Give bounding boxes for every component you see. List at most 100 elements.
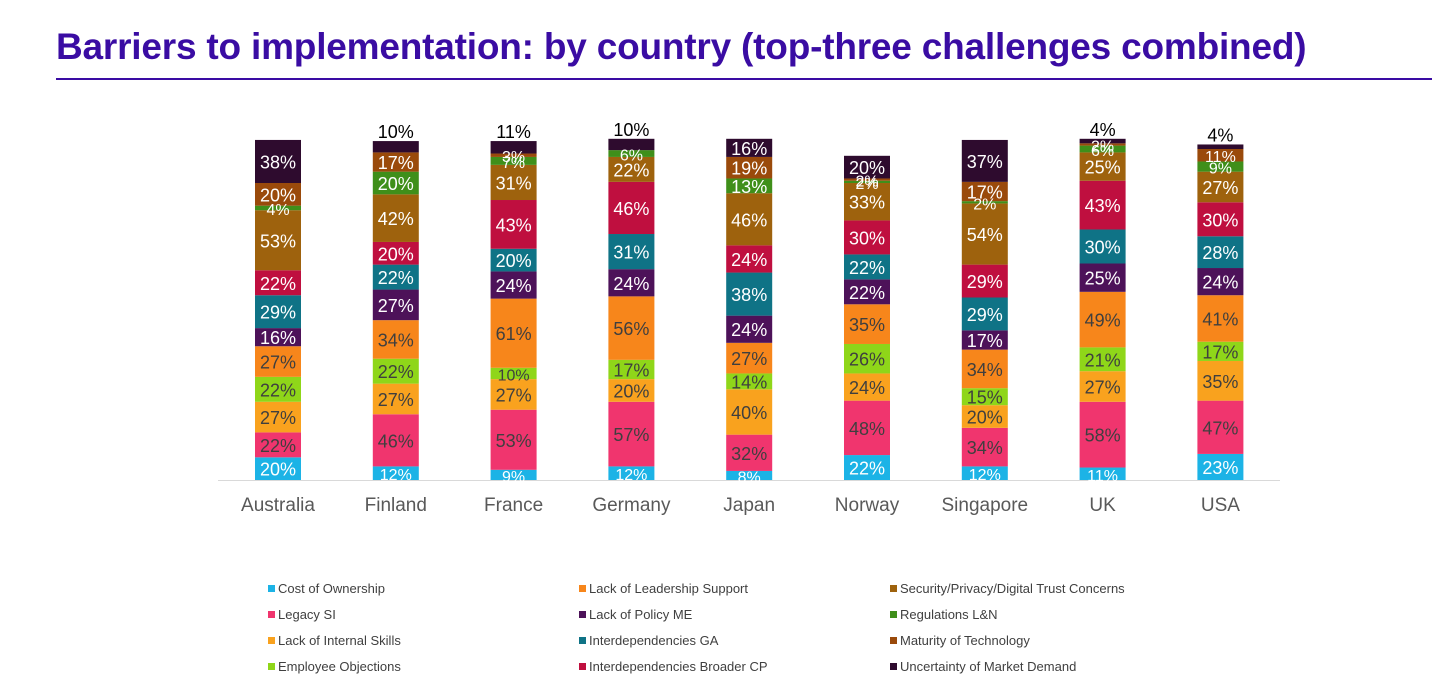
data-label-australia-uncertainty-of-market-demand: 38% (260, 152, 296, 172)
data-label-germany-uncertainty-of-market-demand: 10% (613, 120, 649, 140)
legend-label: Uncertainty of Market Demand (900, 659, 1077, 674)
data-label-japan-security-privacy-digital-trust-concerns: 46% (731, 210, 767, 230)
legend-label: Legacy SI (278, 607, 336, 622)
data-label-singapore-interdependencies-broader-cp: 29% (967, 272, 1003, 292)
data-label-japan-cost-of-ownership: 8% (738, 469, 761, 486)
bar-segment-finland-cost-of-ownership (372, 466, 419, 480)
bar-segment-singapore-regulations-l-n (961, 201, 1008, 204)
data-label-finland-uncertainty-of-market-demand: 10% (378, 122, 414, 142)
data-label-australia-lack-of-internal-skills: 27% (260, 408, 296, 428)
data-label-france-lack-of-internal-skills: 27% (496, 385, 532, 405)
data-label-uk-legacy-si: 58% (1085, 426, 1121, 446)
legend-item-interdependencies-ga: Interdependencies GA (579, 632, 890, 649)
data-label-usa-lack-of-policy-me: 24% (1202, 273, 1238, 293)
legend-swatch (268, 585, 275, 592)
bar-segment-singapore-legacy-si (961, 427, 1008, 467)
bar-segment-japan-interdependencies-ga (726, 272, 773, 316)
bar-segment-singapore-interdependencies-ga (961, 297, 1008, 331)
chart-title: Barriers to implementation: by country (… (56, 26, 1307, 67)
bar-segment-japan-employee-objections (726, 373, 773, 390)
legend-label: Employee Objections (278, 659, 401, 674)
data-label-singapore-security-privacy-digital-trust-concerns: 54% (967, 225, 1003, 245)
data-label-australia-lack-of-policy-me: 16% (260, 328, 296, 348)
data-label-norway-lack-of-internal-skills: 24% (849, 378, 885, 398)
data-label-usa-interdependencies-broader-cp: 30% (1202, 210, 1238, 230)
data-label-finland-legacy-si: 46% (378, 431, 414, 451)
data-label-uk-cost-of-ownership: 11% (1087, 468, 1118, 485)
data-label-finland-interdependencies-broader-cp: 20% (378, 244, 414, 264)
bar-segment-finland-security-privacy-digital-trust-concerns (372, 194, 419, 242)
bar-segment-japan-legacy-si (726, 434, 773, 471)
data-label-australia-interdependencies-ga: 29% (260, 303, 296, 323)
bar-segment-singapore-uncertainty-of-market-demand (961, 139, 1008, 182)
bar-segment-france-lack-of-policy-me (490, 271, 537, 299)
legend-item-maturity-of-technology: Maturity of Technology (890, 632, 1201, 649)
data-label-singapore-cost-of-ownership: 12% (969, 467, 1001, 484)
legend-item-lack-of-leadership-support: Lack of Leadership Support (579, 580, 890, 597)
x-tick-label-germany: Germany (592, 495, 671, 516)
data-label-usa-lack-of-internal-skills: 35% (1202, 372, 1238, 392)
data-label-australia-security-privacy-digital-trust-concerns: 53% (260, 231, 296, 251)
data-label-uk-lack-of-internal-skills: 27% (1085, 377, 1121, 397)
data-label-germany-lack-of-policy-me: 24% (613, 274, 649, 294)
legend-label: Lack of Leadership Support (589, 581, 748, 596)
x-tick-label-uk: UK (1089, 495, 1116, 516)
x-tick-label-japan: Japan (723, 495, 775, 516)
data-label-finland-lack-of-policy-me: 27% (378, 296, 414, 316)
bar-segment-australia-cost-of-ownership (255, 457, 301, 480)
data-label-usa-regulations-l-n: 9% (1209, 161, 1232, 178)
bar-segment-france-interdependencies-broader-cp (490, 200, 537, 249)
data-label-usa-uncertainty-of-market-demand: 4% (1207, 125, 1233, 145)
bar-segment-uk-regulations-l-n (1079, 145, 1126, 153)
data-label-japan-maturity-of-technology: 19% (731, 159, 767, 179)
bar-segment-germany-regulations-l-n (608, 150, 655, 157)
bar-segment-australia-employee-objections (255, 376, 301, 402)
bar-segment-norway-interdependencies-broader-cp (844, 220, 890, 255)
data-label-germany-cost-of-ownership: 12% (615, 467, 647, 484)
legend-item-interdependencies-broader-cp: Interdependencies Broader CP (579, 658, 890, 675)
bar-segment-uk-interdependencies-ga (1079, 229, 1126, 264)
data-label-finland-security-privacy-digital-trust-concerns: 42% (378, 209, 414, 229)
data-label-uk-security-privacy-digital-trust-concerns: 25% (1085, 158, 1121, 178)
data-label-singapore-regulations-l-n: 2% (973, 196, 996, 213)
bar-segment-finland-lack-of-policy-me (372, 289, 419, 321)
x-tick-label-norway: Norway (835, 495, 900, 516)
data-label-france-interdependencies-ga: 20% (496, 251, 532, 271)
bar-segment-australia-interdependencies-ga (255, 295, 301, 329)
data-label-germany-employee-objections: 17% (613, 360, 649, 380)
data-label-uk-lack-of-policy-me: 25% (1085, 269, 1121, 289)
legend-item-regulations-l-n: Regulations L&N (890, 606, 1201, 623)
bar-segment-germany-security-privacy-digital-trust-concerns (608, 156, 655, 182)
data-label-uk-maturity-of-technology: 2% (1091, 138, 1114, 155)
data-label-finland-lack-of-internal-skills: 27% (378, 390, 414, 410)
bar-segment-uk-cost-of-ownership (1079, 467, 1126, 480)
data-label-usa-security-privacy-digital-trust-concerns: 27% (1202, 178, 1238, 198)
legend-swatch (890, 663, 897, 670)
data-label-australia-legacy-si: 22% (260, 436, 296, 456)
data-label-japan-interdependencies-broader-cp: 24% (731, 250, 767, 270)
data-label-usa-cost-of-ownership: 23% (1202, 458, 1238, 478)
bar-segment-norway-maturity-of-technology (844, 178, 890, 181)
bar-segment-finland-uncertainty-of-market-demand (372, 141, 419, 153)
data-label-norway-interdependencies-broader-cp: 30% (849, 228, 885, 248)
data-label-australia-interdependencies-broader-cp: 22% (260, 274, 296, 294)
bar-segment-france-security-privacy-digital-trust-concerns (490, 164, 537, 201)
x-tick-label-australia: Australia (241, 495, 315, 516)
bar-segment-germany-lack-of-internal-skills (608, 379, 655, 402)
legend-item-lack-of-policy-me: Lack of Policy ME (579, 606, 890, 623)
data-label-finland-lack-of-leadership-support: 34% (378, 330, 414, 350)
bar-segment-australia-interdependencies-broader-cp (255, 270, 301, 296)
data-label-japan-employee-objections: 14% (731, 372, 767, 392)
data-label-usa-maturity-of-technology: 11% (1205, 149, 1236, 166)
bar-segment-finland-maturity-of-technology (372, 152, 419, 172)
bar-segment-japan-uncertainty-of-market-demand (726, 138, 773, 157)
data-label-norway-uncertainty-of-market-demand: 20% (849, 158, 885, 178)
legend-label: Lack of Policy ME (589, 607, 693, 622)
data-label-japan-interdependencies-ga: 38% (731, 285, 767, 305)
bar-segment-germany-lack-of-leadership-support (608, 296, 655, 360)
data-label-france-interdependencies-broader-cp: 43% (496, 215, 532, 235)
legend-item-lack-of-internal-skills: Lack of Internal Skills (268, 632, 579, 649)
legend-item-security-privacy-digital-trust-concerns: Security/Privacy/Digital Trust Concerns (890, 580, 1201, 597)
bar-segment-norway-cost-of-ownership (844, 455, 890, 480)
bar-segment-uk-lack-of-internal-skills (1079, 371, 1126, 402)
